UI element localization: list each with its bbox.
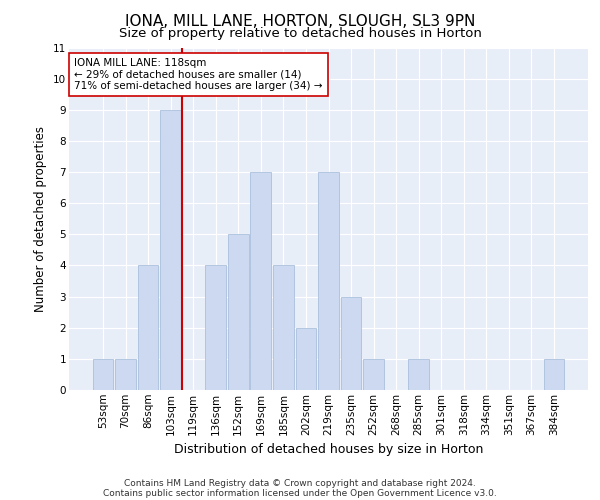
Bar xyxy=(544,359,565,390)
Bar xyxy=(92,359,113,390)
Text: IONA MILL LANE: 118sqm
← 29% of detached houses are smaller (14)
71% of semi-det: IONA MILL LANE: 118sqm ← 29% of detached… xyxy=(74,58,323,91)
Text: IONA, MILL LANE, HORTON, SLOUGH, SL3 9PN: IONA, MILL LANE, HORTON, SLOUGH, SL3 9PN xyxy=(125,14,475,29)
Bar xyxy=(363,359,384,390)
Bar xyxy=(250,172,271,390)
Bar xyxy=(160,110,181,390)
Bar xyxy=(228,234,248,390)
Bar xyxy=(115,359,136,390)
Text: Size of property relative to detached houses in Horton: Size of property relative to detached ho… xyxy=(119,28,481,40)
Bar xyxy=(205,266,226,390)
Y-axis label: Number of detached properties: Number of detached properties xyxy=(34,126,47,312)
Bar xyxy=(296,328,316,390)
Text: Contains public sector information licensed under the Open Government Licence v3: Contains public sector information licen… xyxy=(103,488,497,498)
X-axis label: Distribution of detached houses by size in Horton: Distribution of detached houses by size … xyxy=(174,443,483,456)
Bar xyxy=(318,172,339,390)
Bar xyxy=(409,359,429,390)
Bar xyxy=(273,266,294,390)
Bar xyxy=(137,266,158,390)
Bar xyxy=(341,296,361,390)
Text: Contains HM Land Registry data © Crown copyright and database right 2024.: Contains HM Land Registry data © Crown c… xyxy=(124,478,476,488)
